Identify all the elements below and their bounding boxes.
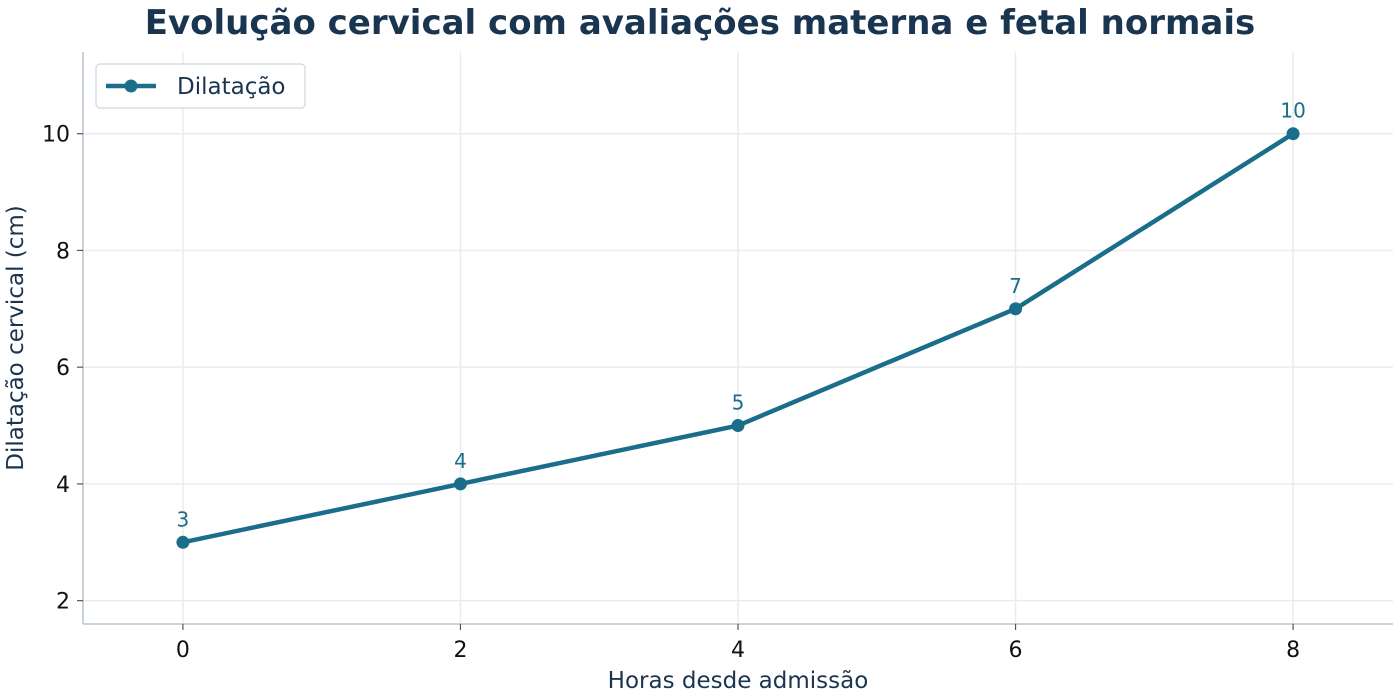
data-label: 7 (1009, 274, 1022, 298)
ticks: 0 2 4 6 8 2 4 6 8 10 (42, 123, 1300, 663)
y-tick-label: 6 (56, 356, 70, 381)
series: 3 4 5 7 10 (176, 99, 1306, 549)
data-label: 10 (1280, 99, 1305, 123)
y-tick-label: 8 (56, 239, 70, 264)
data-point (731, 419, 745, 433)
chart-title: Evolução cervical com avaliações materna… (145, 3, 1255, 43)
y-tick-label: 10 (42, 123, 70, 148)
legend-label: Dilatação (177, 74, 286, 100)
x-tick-label: 0 (176, 638, 190, 663)
data-point (1009, 302, 1023, 316)
legend-marker-swatch (124, 79, 138, 93)
grid (83, 52, 1393, 624)
x-axis-label: Horas desde admissão (608, 668, 869, 694)
y-tick-label: 2 (56, 590, 70, 615)
data-label: 5 (732, 391, 745, 415)
data-point (176, 535, 190, 549)
x-tick-label: 2 (453, 638, 467, 663)
y-axis-label: Dilatação cervical (cm) (3, 205, 29, 471)
legend: Dilatação (95, 63, 306, 109)
data-label: 4 (454, 449, 467, 473)
data-label: 3 (177, 507, 190, 531)
data-point (1286, 127, 1300, 141)
y-tick-label: 4 (56, 473, 70, 498)
legend-box (95, 63, 306, 109)
x-tick-label: 6 (1009, 638, 1023, 663)
data-point (453, 477, 467, 491)
x-tick-label: 8 (1286, 638, 1300, 663)
x-tick-label: 4 (731, 638, 745, 663)
